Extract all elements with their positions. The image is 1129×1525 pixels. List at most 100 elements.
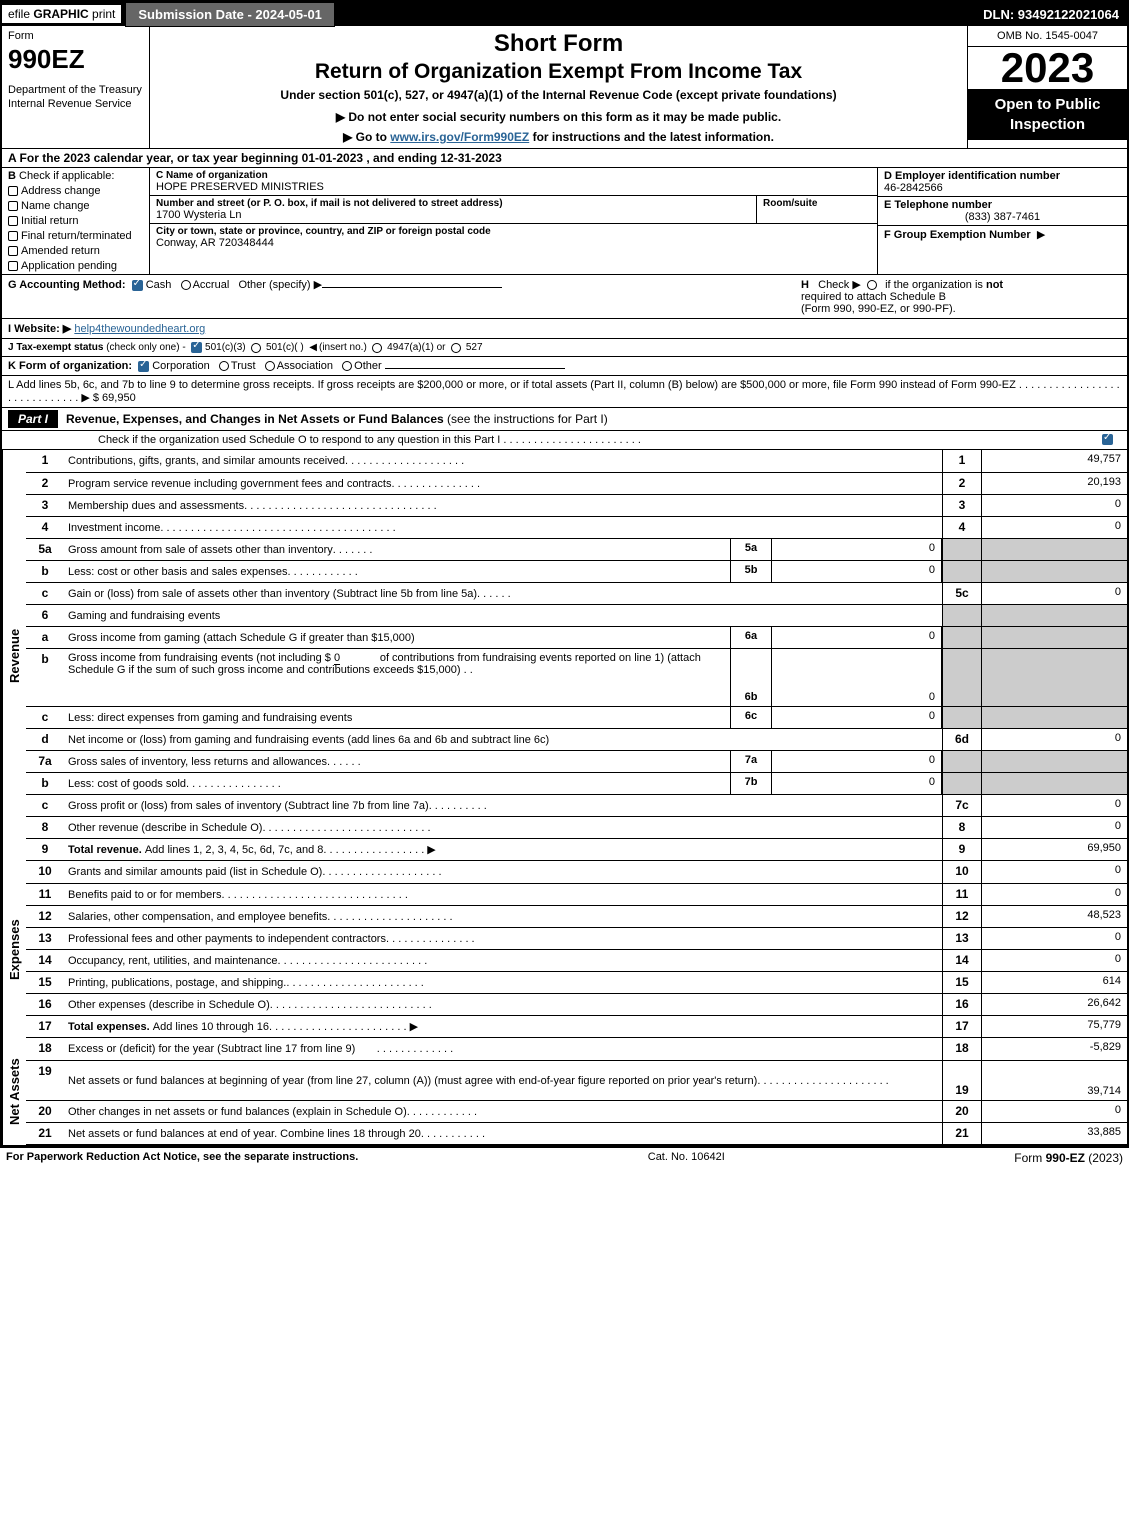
line-value: 0 [982, 517, 1127, 538]
line-box: 6d [942, 729, 982, 750]
irs-link[interactable]: www.irs.gov/Form990EZ [390, 130, 529, 144]
chk-address-change[interactable]: Address change [8, 185, 143, 197]
line-num: b [26, 561, 64, 582]
line-value: 33,885 [982, 1123, 1127, 1144]
line-sub-box: 6c [730, 707, 772, 728]
line-5a: 5a Gross amount from sale of assets othe… [26, 538, 1127, 560]
netassets-block: Net Assets 18 Excess or (deficit) for th… [2, 1038, 1127, 1145]
checkbox-checked-icon [191, 342, 202, 353]
line-desc: Less: direct expenses from gaming and fu… [68, 712, 352, 724]
checkbox-icon [8, 186, 18, 196]
revenue-block: Revenue 1 Contributions, gifts, grants, … [2, 450, 1127, 861]
line-desc: Professional fees and other payments to … [68, 933, 386, 945]
line-desc: Gross income from gaming (attach Schedul… [68, 632, 415, 644]
line-desc-bold: Total expenses. [68, 1021, 150, 1033]
part-i-check-text: Check if the organization used Schedule … [98, 434, 500, 446]
g-label: G Accounting Method: [8, 279, 126, 291]
line-num: 19 [26, 1061, 64, 1100]
efile-badge: efile GRAPHIC print [2, 5, 121, 23]
line-desc: Gaming and fundraising events [68, 610, 220, 622]
grey-cell [982, 707, 1127, 728]
instruction-2: ▶ Go to www.irs.gov/Form990EZ for instru… [158, 130, 959, 144]
netassets-side-label: Net Assets [2, 1038, 26, 1145]
radio-icon[interactable] [265, 361, 275, 371]
line-box: 17 [942, 1016, 982, 1037]
grey-cell [942, 751, 982, 772]
radio-icon[interactable] [867, 280, 877, 290]
line-7c: c Gross profit or (loss) from sales of i… [26, 794, 1127, 816]
line-5c: c Gain or (loss) from sale of assets oth… [26, 582, 1127, 604]
footer-form-year: (2023) [1085, 1151, 1123, 1165]
radio-icon[interactable] [372, 343, 382, 353]
line-value: 0 [982, 495, 1127, 516]
entity-section: B Check if applicable: Address change Na… [2, 168, 1127, 275]
org-name-value: HOPE PRESERVED MINISTRIES [156, 181, 871, 193]
line-desc: Other revenue (describe in Schedule O) [68, 822, 262, 834]
j-insert: (insert no.) [319, 342, 367, 353]
radio-icon[interactable] [219, 361, 229, 371]
grey-cell [942, 627, 982, 648]
phone-label: E Telephone number [884, 199, 1121, 211]
h-label: H [801, 279, 809, 291]
line-value: 0 [982, 795, 1127, 816]
line-6b: b Gross income from fundraising events (… [26, 648, 1127, 706]
form-subtitle: Under section 501(c), 527, or 4947(a)(1)… [158, 88, 959, 102]
chk-name-change[interactable]: Name change [8, 200, 143, 212]
line-17: 17 Total expenses. Add lines 10 through … [26, 1015, 1127, 1037]
chk-final-return[interactable]: Final return/terminated [8, 230, 143, 242]
line-num: d [26, 729, 64, 750]
submission-date: Submission Date - 2024-05-01 [125, 2, 335, 27]
part-i-badge: Part I [8, 410, 58, 428]
instr2-suffix: for instructions and the latest informat… [529, 130, 774, 144]
line-6d: d Net income or (loss) from gaming and f… [26, 728, 1127, 750]
line-box: 16 [942, 994, 982, 1015]
g-other: Other (specify) ▶ [238, 279, 322, 291]
line-desc: Gross amount from sale of assets other t… [68, 544, 333, 556]
i-label: I Website: ▶ [8, 323, 71, 335]
line-value: 69,950 [982, 839, 1127, 860]
line-13: 13 Professional fees and other payments … [26, 927, 1127, 949]
header-right: OMB No. 1545-0047 2023 Open to Public In… [967, 26, 1127, 148]
chk-label: Initial return [21, 215, 78, 227]
line-sub-value: 0 [772, 649, 942, 706]
line-sub-box: 7b [730, 773, 772, 794]
address-label: Number and street (or P. O. box, if mail… [156, 198, 750, 209]
line-4: 4 Investment income . . . . . . . . . . … [26, 516, 1127, 538]
line-num: 8 [26, 817, 64, 838]
radio-icon[interactable] [451, 343, 461, 353]
k-assoc: Association [277, 360, 333, 372]
line-desc: Net assets or fund balances at beginning… [68, 1075, 757, 1087]
phone-value: (833) 387-7461 [884, 211, 1121, 223]
row-k: K Form of organization: Corporation Trus… [2, 357, 1127, 376]
line-desc: Membership dues and assessments [68, 500, 244, 512]
header-center: Short Form Return of Organization Exempt… [150, 26, 967, 148]
line-sub-box: 5a [730, 539, 772, 560]
radio-icon[interactable] [251, 343, 261, 353]
radio-icon[interactable] [342, 361, 352, 371]
l-text: L Add lines 5b, 6c, and 7b to line 9 to … [8, 379, 1016, 391]
line-num: c [26, 795, 64, 816]
chk-initial-return[interactable]: Initial return [8, 215, 143, 227]
open-inspection: Open to Public Inspection [968, 89, 1127, 140]
arrow-icon: ▶ [1037, 229, 1045, 241]
line-desc: Investment income [68, 522, 160, 534]
efile-suffix: print [92, 7, 115, 21]
j-sub: (check only one) - [106, 342, 185, 353]
chk-amended-return[interactable]: Amended return [8, 245, 143, 257]
line-num: b [26, 649, 64, 706]
irs-text: Internal Revenue Service [8, 98, 132, 110]
grey-cell [982, 605, 1127, 626]
part-i-check: Check if the organization used Schedule … [2, 431, 1127, 450]
line-desc: Program service revenue including govern… [68, 478, 391, 490]
line-num: 14 [26, 950, 64, 971]
line-num: 17 [26, 1016, 64, 1037]
address-value: 1700 Wysteria Ln [156, 209, 750, 221]
grey-cell [982, 627, 1127, 648]
radio-icon[interactable] [181, 280, 191, 290]
website-link[interactable]: help4thewoundedheart.org [74, 323, 205, 335]
line-num: 3 [26, 495, 64, 516]
line-num: c [26, 583, 64, 604]
chk-application-pending[interactable]: Application pending [8, 260, 143, 272]
k-trust: Trust [231, 360, 256, 372]
h-req: required to attach Schedule B [801, 291, 946, 303]
